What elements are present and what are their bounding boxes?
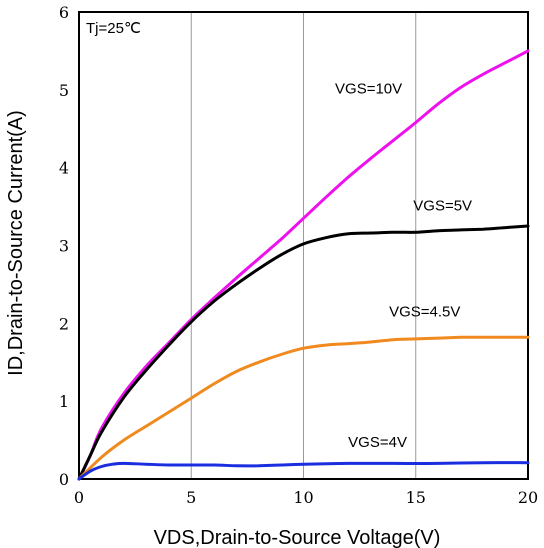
y-tick-label: 3 — [59, 237, 69, 256]
series-label: VGS=10V — [335, 81, 402, 98]
series-label: VGS=5V — [413, 197, 472, 214]
series-line-VGS=10V — [77, 49, 530, 481]
y-tick-label: 4 — [59, 159, 69, 178]
x-tick-label: 15 — [406, 488, 426, 507]
plot-frame — [78, 11, 529, 480]
series-label: VGS=4V — [348, 434, 407, 451]
series-group — [77, 49, 530, 481]
x-tick-label: 5 — [186, 488, 196, 507]
x-tick-label: 0 — [74, 488, 84, 507]
y-tick-label: 5 — [59, 81, 69, 100]
y-axis-title: ID,Drain-to-Source Current(A) — [5, 110, 27, 376]
x-tick-label: 10 — [293, 488, 313, 507]
series-line-VGS=5V — [77, 224, 530, 481]
y-tick-label: 2 — [59, 314, 69, 333]
y-tick-label: 6 — [59, 3, 69, 22]
x-tick-labels: 0 5 10 15 20 — [74, 488, 538, 507]
series-line-VGS=4.5V — [77, 335, 530, 481]
series-labels: VGS=10V VGS=5V VGS=4.5V VGS=4V — [335, 81, 472, 451]
y-tick-labels: 0 1 2 3 4 5 6 — [59, 3, 69, 489]
y-tick-label: 1 — [59, 392, 69, 411]
y-tick-label: 0 — [59, 470, 69, 489]
series-line-VGS=4V — [77, 461, 530, 481]
x-axis-title: VDS,Drain-to-Source Voltage(V) — [154, 527, 441, 548]
series-label: VGS=4.5V — [389, 303, 460, 320]
temperature-annotation: Tj=25℃ — [86, 20, 141, 37]
x-tick-label: 20 — [518, 488, 538, 507]
